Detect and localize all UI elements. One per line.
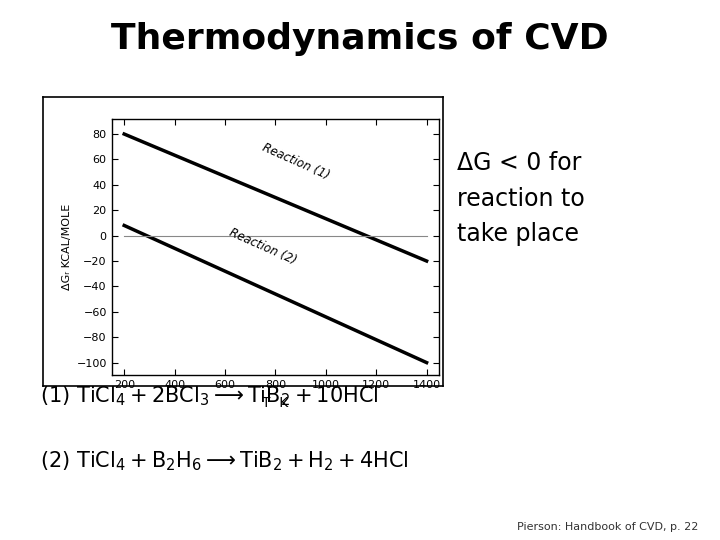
Text: Reaction (1): Reaction (1) — [261, 141, 332, 183]
Text: $(2)\ \mathrm{TiCl_4 + B_2H_6 \longrightarrow TiB_2 + H_2 + 4HCl}$: $(2)\ \mathrm{TiCl_4 + B_2H_6 \longright… — [40, 449, 408, 472]
X-axis label: T  K: T K — [262, 396, 289, 410]
Text: Thermodynamics of CVD: Thermodynamics of CVD — [111, 22, 609, 56]
Y-axis label: ΔGᵣ KCAL/MOLE: ΔGᵣ KCAL/MOLE — [62, 204, 72, 290]
Text: ΔG < 0 for
reaction to
take place: ΔG < 0 for reaction to take place — [457, 151, 585, 246]
Text: Pierson: Handbook of CVD, p. 22: Pierson: Handbook of CVD, p. 22 — [517, 522, 698, 532]
Text: Reaction (2): Reaction (2) — [228, 226, 299, 267]
Text: $(1)\ \mathrm{TiCl_4 + 2BCl_3 \longrightarrow TiB_2 + 10HCl}$: $(1)\ \mathrm{TiCl_4 + 2BCl_3 \longright… — [40, 384, 378, 408]
